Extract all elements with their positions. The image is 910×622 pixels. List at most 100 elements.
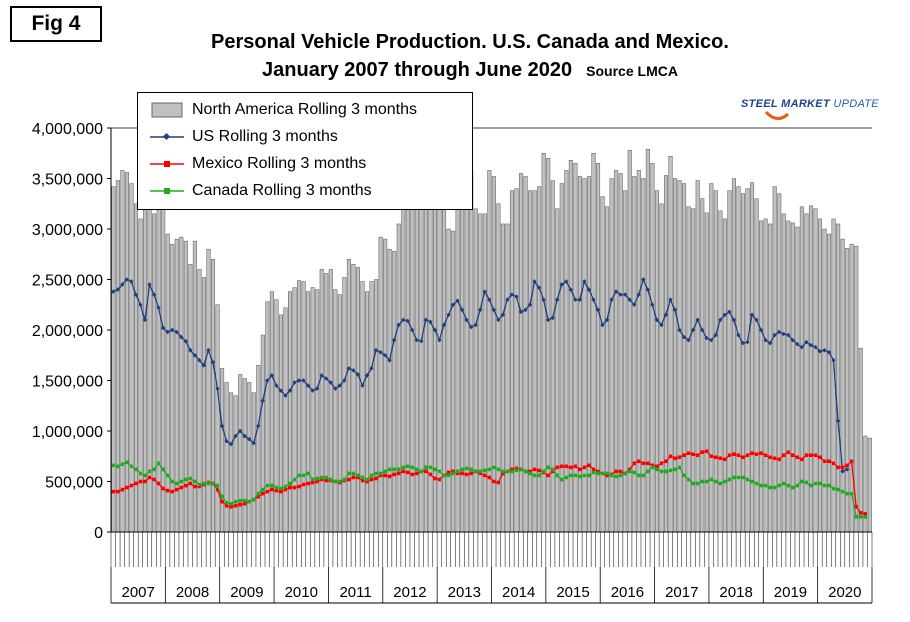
- na-bar: [419, 188, 424, 533]
- canada-point: [704, 479, 709, 484]
- na-bar: [605, 206, 610, 533]
- na-bar: [509, 190, 515, 533]
- na-bar: [537, 186, 542, 533]
- na-bar: [242, 378, 247, 533]
- us-point: [822, 347, 827, 353]
- canada-point: [446, 473, 451, 478]
- canada-point: [115, 464, 120, 469]
- legend: North America Rolling 3 months US Rollin…: [137, 92, 473, 210]
- canada-point: [686, 477, 691, 482]
- mexico-point: [682, 453, 686, 458]
- canada-point: [546, 465, 550, 470]
- canada-point: [804, 480, 809, 485]
- canada-point: [224, 500, 229, 505]
- us-point: [364, 373, 370, 378]
- canada-point: [858, 515, 863, 519]
- canada-point: [220, 494, 224, 499]
- mexico-point: [781, 453, 786, 458]
- x-year-label: 2020: [828, 584, 861, 601]
- canada-point: [754, 481, 759, 486]
- canada-point: [519, 467, 523, 472]
- us-point: [813, 344, 818, 350]
- x-year-label: 2015: [556, 584, 589, 601]
- na-bar: [111, 186, 116, 533]
- us-point: [292, 380, 297, 385]
- canada-point: [587, 473, 591, 478]
- mexico-point: [319, 477, 324, 482]
- na-bar: [586, 176, 592, 533]
- canada-point: [727, 477, 732, 482]
- na-bar: [138, 218, 143, 533]
- source-label: Source LMCA: [586, 63, 678, 79]
- us-point: [446, 312, 451, 318]
- na-bar: [342, 277, 347, 533]
- canada-point: [664, 469, 668, 474]
- canada-point: [315, 476, 319, 481]
- us-point: [138, 302, 143, 308]
- mexico-point: [809, 453, 813, 458]
- na-bar: [152, 213, 157, 533]
- mexico-point: [655, 464, 659, 469]
- mexico-point: [727, 453, 732, 458]
- mexico-point: [152, 477, 156, 482]
- mexico-point: [396, 471, 401, 476]
- mexico-point: [174, 487, 179, 492]
- us-point: [804, 339, 809, 345]
- us-point: [450, 302, 456, 308]
- x-year-label: 2012: [393, 584, 426, 601]
- canada-point: [401, 465, 405, 470]
- us-point: [414, 337, 420, 343]
- mexico-point: [437, 477, 442, 482]
- na-bar: [596, 163, 601, 533]
- na-bar: [260, 334, 265, 533]
- canada-point: [863, 515, 868, 519]
- na-bar: [351, 264, 356, 533]
- us-point: [355, 372, 361, 377]
- us-point: [727, 309, 732, 315]
- na-bar: [790, 222, 795, 533]
- na-bar: [183, 240, 188, 533]
- canada-point: [496, 467, 501, 472]
- na-bar: [686, 206, 691, 533]
- canada-point: [229, 501, 233, 506]
- us-point: [233, 433, 238, 439]
- canada-point: [197, 482, 202, 487]
- na-bar: [845, 247, 850, 533]
- mexico-point: [378, 473, 383, 478]
- us-point: [785, 332, 791, 338]
- na-bar: [220, 368, 225, 533]
- mexico-point: [165, 488, 170, 493]
- canada-point: [374, 471, 378, 476]
- mexico-point: [668, 454, 673, 459]
- us-point: [151, 292, 157, 297]
- canada-point: [718, 481, 723, 486]
- na-bar: [355, 267, 360, 533]
- us-point: [776, 329, 782, 335]
- x-year-label: 2017: [665, 584, 698, 601]
- canada-point: [550, 467, 555, 472]
- us-point: [188, 347, 193, 353]
- us-point: [142, 317, 148, 323]
- us-point: [523, 307, 528, 313]
- us-point: [346, 366, 352, 371]
- canada-point: [247, 499, 251, 504]
- canada-point: [238, 498, 242, 503]
- canada-point: [324, 475, 328, 480]
- x-year-label: 2014: [502, 584, 535, 601]
- mexico-point: [836, 465, 840, 470]
- canada-point: [537, 473, 541, 478]
- canada-point: [745, 477, 750, 482]
- us-point: [844, 467, 850, 472]
- mexico-point: [659, 461, 664, 466]
- na-bar: [836, 223, 841, 533]
- us-point: [464, 317, 469, 323]
- us-point: [183, 338, 189, 344]
- canada-point: [786, 483, 790, 488]
- mexico-point: [279, 489, 283, 494]
- na-bar: [156, 193, 161, 533]
- legend-swatch-canada: [150, 188, 184, 194]
- na-bar: [505, 223, 510, 533]
- mexico-point: [605, 473, 609, 478]
- na-bar: [460, 190, 465, 533]
